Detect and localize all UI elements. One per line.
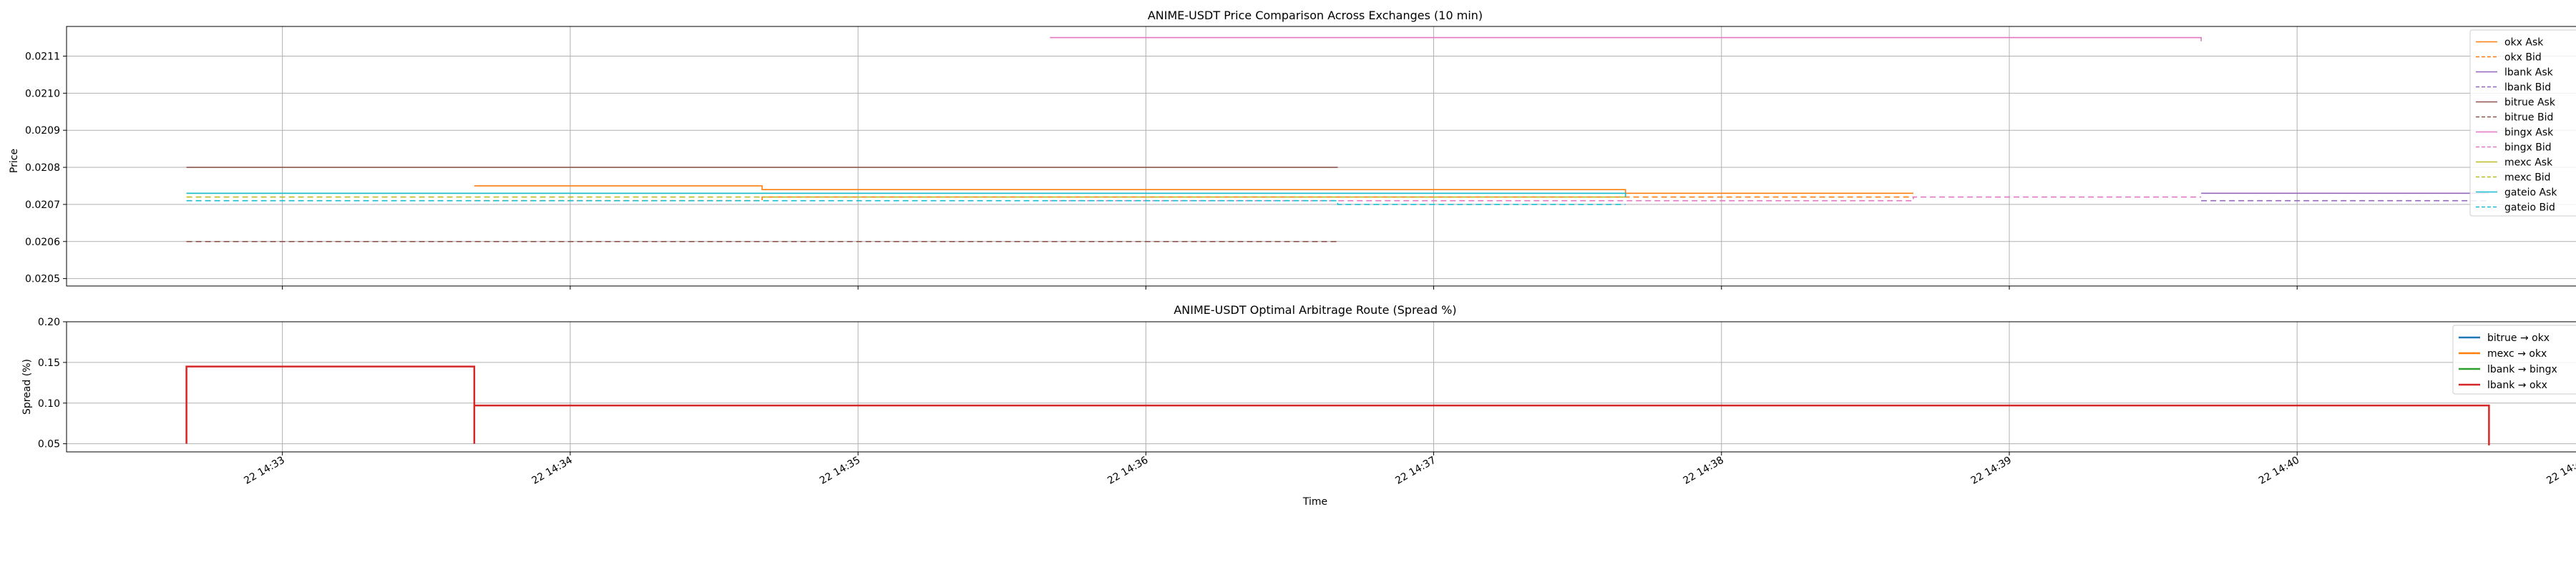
series-line-gateio-ask (186, 192, 1626, 197)
y-tick-label: 0.0206 (25, 237, 60, 248)
price-chart-title: ANIME-USDT Price Comparison Across Excha… (1148, 9, 1483, 22)
legend-label-okx-ask: okx Ask (2504, 37, 2544, 49)
spread-plot-frame (66, 321, 2576, 453)
series-line-okx-bid (474, 196, 1913, 202)
legend-box (2452, 325, 2576, 395)
price-grid (67, 26, 2576, 286)
legend-label-lbank-okx: lbank → okx (2487, 380, 2547, 391)
price-legend: okx Ask okx Bid lbank Ask lbank Bid bitrue A… (2469, 29, 2576, 217)
y-tick-label: 0.0207 (25, 199, 60, 211)
legend-label-mexc-okx: mexc → okx (2487, 348, 2547, 360)
legend-box (2469, 29, 2576, 217)
spread-y-ticks: 0.05 0.10 0.15 0.20 (38, 317, 67, 450)
price-chart: ANIME-USDT Price Comparison Across Excha… (9, 9, 2576, 290)
spread-x-axis-label: Time (1302, 496, 1327, 508)
legend-label-bingx-bid: bingx Bid (2504, 142, 2552, 154)
legend-label-lbank-ask: lbank Ask (2504, 67, 2554, 79)
series-line-okx-ask (474, 185, 1913, 194)
price-x-ticks (282, 286, 2298, 290)
y-tick-label: 0.0208 (25, 162, 60, 174)
price-plot-frame (66, 26, 2576, 287)
legend-label-okx-bid: okx Bid (2504, 52, 2542, 64)
series-line-bingx-bid (1050, 196, 2202, 202)
legend-label-bitrue-ask: bitrue Ask (2504, 97, 2556, 109)
spread-series (185, 365, 2490, 445)
legend-label-mexc-ask: mexc Ask (2504, 157, 2553, 169)
price-y-ticks: 0.0205 0.0206 0.0207 0.0208 0.0209 0.0210 0.02… (25, 51, 67, 285)
price-y-axis-label: Price (9, 149, 20, 173)
legend-label-bitrue-okx: bitrue → okx (2487, 332, 2550, 344)
legend-label-bitrue-bid: bitrue Bid (2504, 112, 2553, 124)
series-line-lbank-okx (185, 365, 2490, 445)
y-tick-label: 0.0209 (25, 125, 60, 137)
legend-label-lbank-bid: lbank Bid (2504, 82, 2551, 94)
spread-y-axis-label: Spread (%) (21, 359, 33, 415)
legend-label-gateio-ask: gateio Ask (2504, 187, 2557, 199)
y-tick-label: 0.0210 (25, 88, 60, 99)
y-tick-label: 0.05 (38, 439, 60, 450)
y-tick-label: 0.0211 (25, 51, 60, 62)
series-line-bingx-ask (1050, 36, 2202, 41)
legend-label-lbank-bingx: lbank → bingx (2487, 364, 2557, 375)
price-series (186, 36, 2489, 242)
spread-legend: bitrue → okx mexc → okx lbank → bingx lbank… (2452, 325, 2576, 395)
y-tick-label: 0.15 (38, 358, 60, 369)
legend-label-mexc-bid: mexc Bid (2504, 172, 2551, 184)
legend-label-gateio-bid: gateio Bid (2504, 202, 2555, 214)
legend-label-bingx-ask: bingx Ask (2504, 127, 2554, 139)
spread-chart-title: ANIME-USDT Optimal Arbitrage Route (Spre… (1174, 303, 1456, 317)
y-tick-label: 0.10 (38, 398, 60, 410)
y-tick-label: 0.0205 (25, 274, 60, 285)
y-tick-label: 0.20 (38, 317, 60, 328)
